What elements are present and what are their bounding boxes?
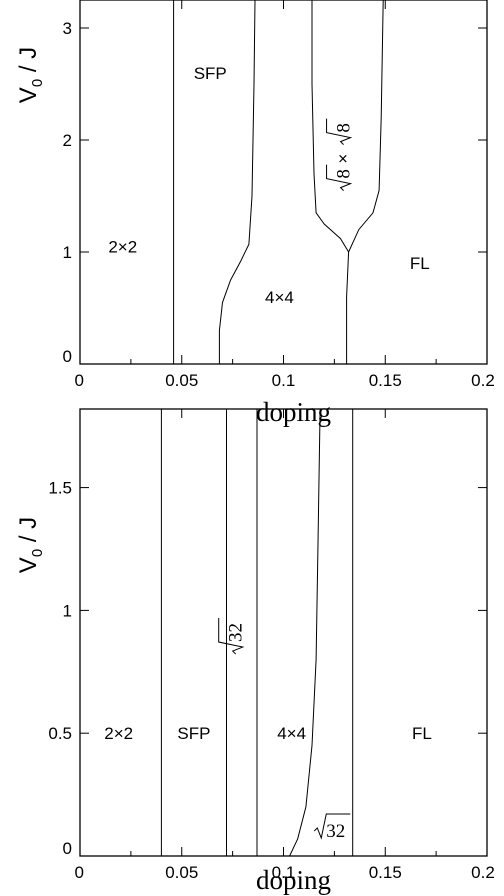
- y-tick-label: 0.5: [48, 724, 72, 743]
- sqrt-sign: [218, 618, 245, 655]
- region-label: 2×2: [104, 724, 133, 743]
- y-axis-label-text: V0 / J: [15, 517, 46, 573]
- sqrt-sign: [326, 118, 353, 145]
- x-tick-label: 0.05: [165, 371, 198, 390]
- plot-frame: [79, 408, 488, 857]
- phase-boundary-3: [311, 0, 350, 364]
- chart-panel-2: 0 0.05 0.1 0.15 0.2 0 0.5 1 1.5 doping V0 / J 2×2 SF…: [15, 408, 495, 895]
- y-tick-label: 1: [63, 601, 72, 620]
- x-tick-label: 0.2: [471, 863, 495, 882]
- phase-boundary-4: [348, 0, 384, 253]
- sqrt-label: 32: [218, 618, 247, 655]
- region-label: FL: [410, 254, 430, 273]
- x-tick-label: 0.2: [471, 371, 495, 390]
- phase-boundary-5: [289, 409, 321, 856]
- y-tick-label: 2: [63, 131, 72, 150]
- sqrt-radicand: 8: [334, 169, 355, 179]
- region-label: 4×4: [265, 288, 294, 307]
- region-label: 2×2: [108, 237, 137, 256]
- sqrt-sign: [313, 813, 351, 840]
- region-label: FL: [412, 724, 432, 743]
- region-label: SFP: [177, 724, 210, 743]
- y-axis-label-text: V0 / J: [15, 47, 46, 103]
- sqrt-times: ×: [334, 154, 353, 164]
- x-tick-label: 0.15: [369, 371, 402, 390]
- sqrt-radicand: 8: [334, 123, 355, 133]
- y-tick-label: 1: [63, 243, 72, 262]
- region-label: 4×4: [277, 724, 306, 743]
- x-tick-label: 0: [75, 863, 84, 882]
- y-axis-label: V0 / J: [15, 47, 46, 103]
- chart-panel-1: 0 0.05 0.1 0.15 0.2 0 1 2 3 doping V0 / J 2×2 SFP 4×4…: [15, 0, 495, 427]
- y-tick-label: 0: [63, 347, 72, 366]
- sqrt-sign: [326, 164, 353, 191]
- x-axis-label: doping: [256, 397, 331, 427]
- y-tick-label: 3: [63, 19, 72, 38]
- phase-boundaries: [173, 0, 384, 364]
- x-tick-label: 0: [75, 371, 84, 390]
- y-axis-label: V0 / J: [15, 517, 46, 573]
- x-tick-label: 0.15: [369, 863, 402, 882]
- sqrt-label: 8 × 8: [326, 118, 355, 191]
- phase-boundaries: [160, 409, 354, 856]
- x-axis-label: doping: [256, 865, 331, 895]
- sqrt-label: 32: [313, 813, 351, 842]
- sqrt-radicand: 32: [326, 821, 345, 842]
- x-tick-label: 0.1: [272, 371, 296, 390]
- region-label: SFP: [194, 64, 227, 83]
- x-tick-label: 0.05: [165, 863, 198, 882]
- x-tick-label: 0.1: [272, 863, 296, 882]
- phase-boundary-2: [218, 0, 256, 364]
- y-tick-label: 0: [63, 839, 72, 858]
- plot-frame: [79, 0, 488, 365]
- sqrt-radicand: 32: [226, 623, 247, 642]
- y-tick-label: 1.5: [48, 479, 72, 498]
